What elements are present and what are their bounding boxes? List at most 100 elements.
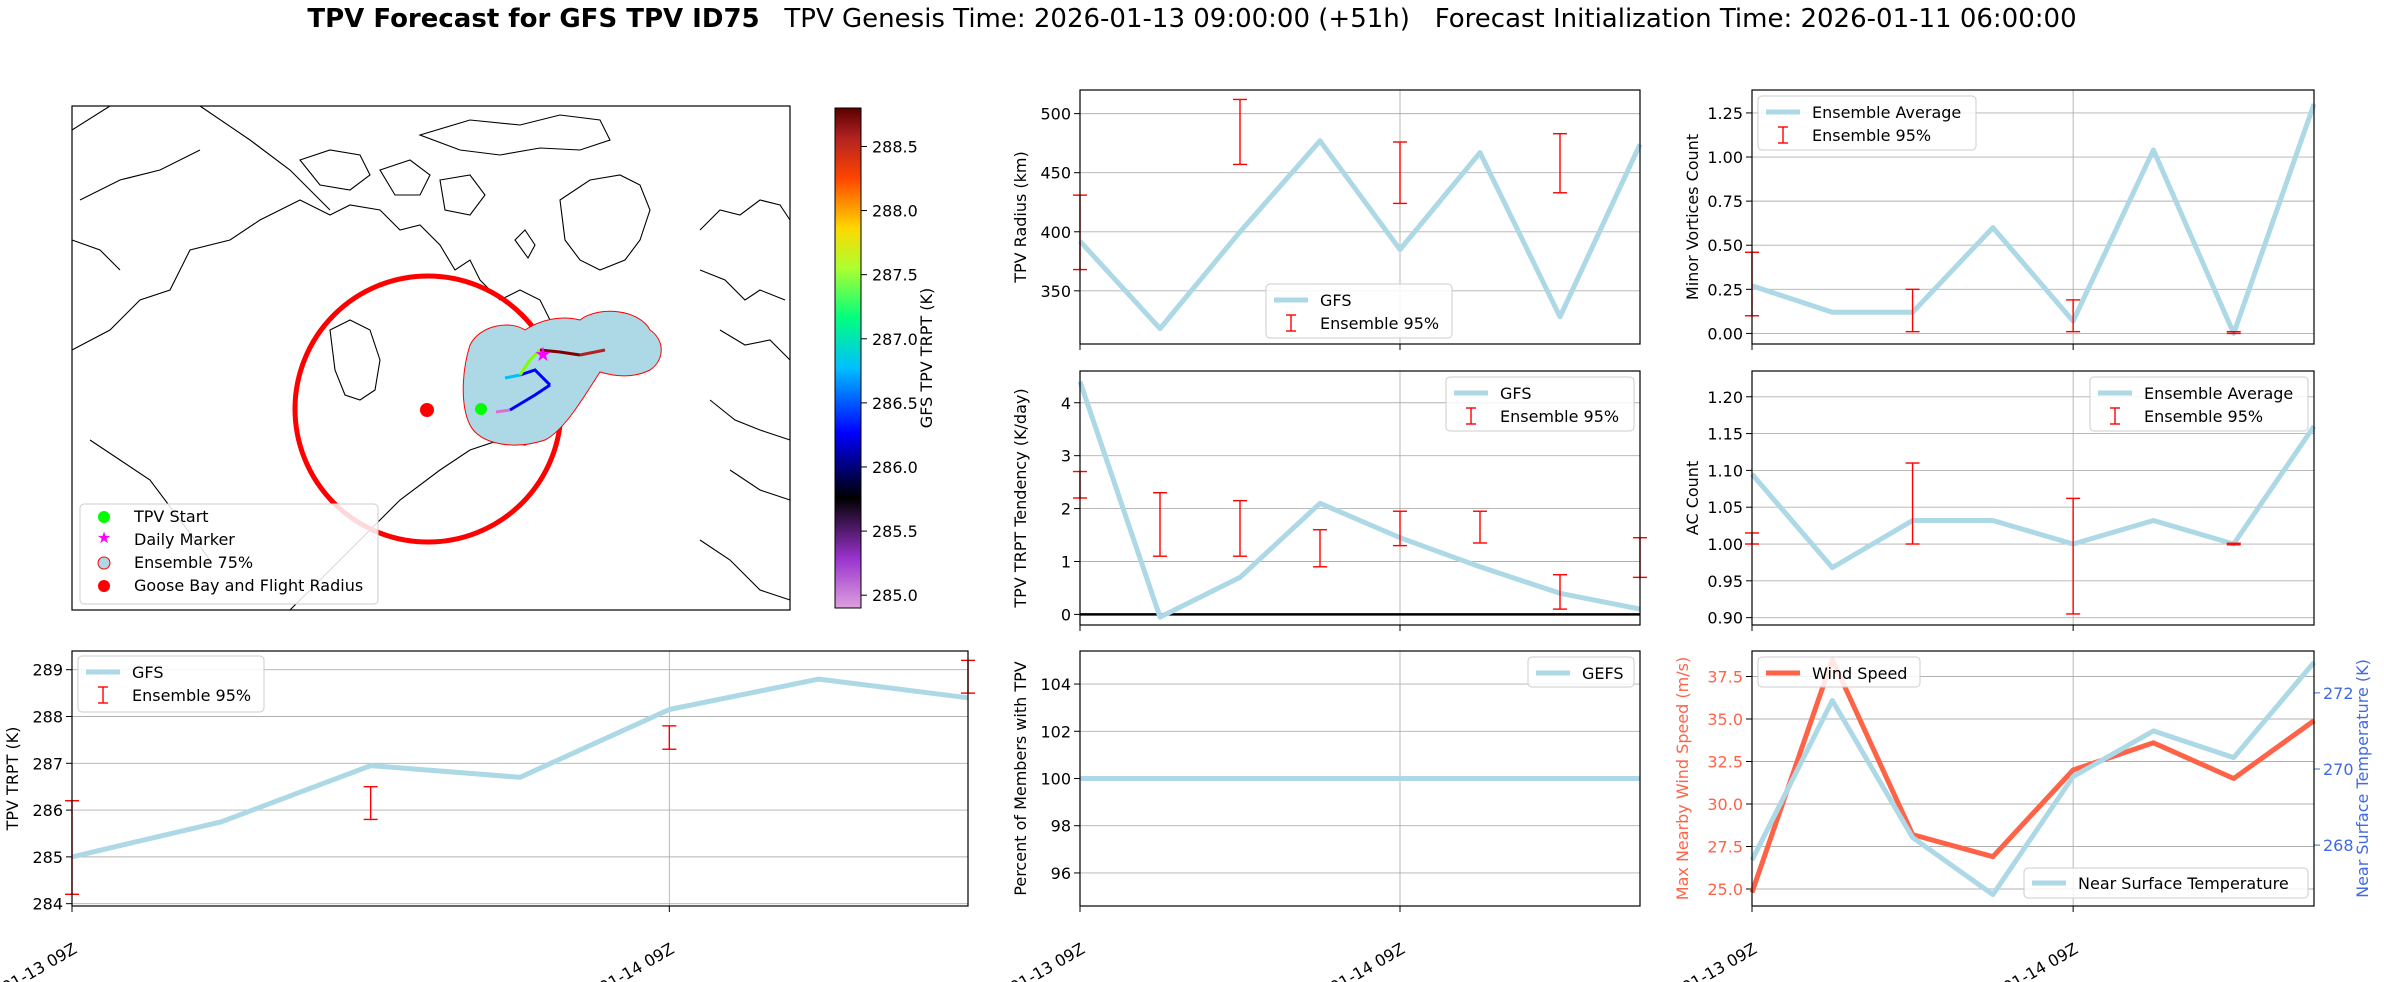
y-axis-label: TPV TRPT (K) [3,727,22,832]
series-line [71,676,969,860]
y-tick-label: 1.20 [1707,388,1743,407]
series-line [1750,424,2317,571]
legend-box [77,655,265,713]
radius-panel: 350 400 450 500 TPV Radius (km) GFS Ensemble 9… [1011,89,1643,350]
y-tick-label: 350 [1040,282,1071,301]
y-tick-label: 4 [1061,394,1071,413]
figure-title: TPV Forecast for GFS TPV ID75 TPV Genesi… [0,4,2384,34]
y2-tick-label: 272 [2323,684,2354,703]
x-tick-label: 01-14 09Z [1327,939,1408,982]
series-line [1751,103,2317,336]
x-tick-label: 01-13 09Z [0,939,80,982]
x-tick-label: 01-14 09Z [596,939,677,982]
legend-box [1527,656,1635,688]
legend-label: Ensemble Average [2144,384,2293,403]
axes-frame [1751,89,2315,345]
trpt-panel: 284 285 286 287 288 289 01-13 09Z 01-14 09Z TPV … [0,650,975,982]
legend-label: GFS [1320,291,1351,310]
y-tick-label: 0.00 [1707,324,1743,343]
legend-box [1445,376,1635,432]
axes-frame [1751,370,2315,626]
y-tick-label: 284 [32,895,63,914]
series-line [1077,380,1641,620]
title-init: Forecast Initialization Time: 2026-01-11… [1434,4,2077,34]
legend-label: Ensemble Average [1812,103,1961,122]
x-tick-label: 01-14 09Z [2000,939,2081,982]
y-tick-label: 1.25 [1707,104,1743,123]
y-tick-label: 0 [1061,605,1071,624]
y-tick-label: 104 [1040,675,1071,694]
y2-tick-label: 268 [2323,836,2354,855]
x-tick-label: 01-13 09Z [1679,939,1760,982]
y-tick-label: 0.50 [1707,236,1743,255]
axes-frame [1079,370,1641,626]
ac-count-panel: 0.90 0.95 1.00 1.05 1.10 1.15 1.20 AC Count Ense… [1683,370,2317,631]
axes-frame [1079,89,1641,345]
legend-label: GFS [1500,384,1531,403]
legend-label: Ensemble 95% [1500,407,1619,426]
y-axis-label: Percent of Members with TPV [1011,661,1030,895]
legend-label: Ensemble 95% [132,686,251,705]
series-line [1749,657,2316,894]
y-tick-label: 289 [32,661,63,680]
y-tick-label: 287 [32,754,63,773]
y-tick-label: 102 [1040,722,1071,741]
y-tick-label: 1.10 [1707,461,1743,480]
legend-label: Ensemble 95% [1320,314,1439,333]
y-tick-label: 1.15 [1707,425,1743,444]
legend-label: Near Surface Temperature [2078,874,2289,893]
y-axis-label: AC Count [1683,461,1702,535]
legend-label: GEFS [1582,664,1624,683]
legend-label: Ensemble 95% [2144,407,2263,426]
y-tick-label: 30.0 [1707,795,1743,814]
x-tick-label: 01-13 09Z [1007,939,1088,982]
y-tick-label: 1.00 [1707,148,1743,167]
y-tick-label: 1.05 [1707,498,1743,517]
y-tick-label: 100 [1040,770,1071,789]
y-tick-label: 35.0 [1707,710,1743,729]
y-tick-label: 25.0 [1707,880,1743,899]
wind-temperature-panel: 25.0 27.5 30.0 32.5 35.0 37.5 01-13 09Z 01-14 0… [1673,650,2372,982]
y-axis-label: TPV Radius (km) [1011,151,1030,284]
y-tick-label: 27.5 [1707,838,1743,857]
legend-box [1757,656,1921,688]
title-bold: TPV Forecast for GFS TPV ID75 [307,4,760,34]
y-tick-label: 0.25 [1707,280,1743,299]
y-tick-label: 0.95 [1707,572,1743,591]
minor-vortices-panel: 0.00 0.25 0.50 0.75 1.00 1.25 Minor Vortices C… [1683,89,2317,350]
y-tick-label: 98 [1051,817,1071,836]
y2-tick-label: 270 [2323,760,2354,779]
y-tick-label: 3 [1061,447,1071,466]
y-tick-label: 285 [32,848,63,867]
title-genesis: TPV Genesis Time: 2026-01-13 09:00:00 (+… [784,4,1410,34]
tendency-panel: 0 1 2 3 4 TPV TRPT Tendency (K/day) GFS Ensembl… [1011,370,1647,631]
y2-axis-label: Near Surface Temperature (K) [2353,659,2372,898]
y-tick-label: 96 [1051,864,1071,883]
y-tick-label: 400 [1040,223,1071,242]
legend-box [1757,95,1977,151]
y-tick-label: 0.75 [1707,192,1743,211]
series-line [1749,660,2316,898]
legend-label: GFS [132,663,163,682]
legend-box [2089,376,2309,432]
axes-frame [71,650,969,907]
y-tick-label: 2 [1061,500,1071,519]
y-axis-label: TPV TRPT Tendency (K/day) [1011,388,1030,608]
y-tick-label: 0.90 [1707,609,1743,628]
legend-box [2023,867,2309,899]
y-axis-label: Minor Vortices Count [1683,134,1702,300]
percent-members-panel: 96 98 100 102 104 01-13 09Z 01-14 09Z Percent o… [1007,650,1641,982]
legend-label: Ensemble 95% [1812,126,1931,145]
y-tick-label: 32.5 [1707,753,1743,772]
y-tick-label: 450 [1040,164,1071,183]
series-line [1078,138,1643,332]
y-tick-label: 500 [1040,105,1071,124]
y-tick-label: 288 [32,708,63,727]
y-tick-label: 1 [1061,553,1071,572]
legend-box [1265,283,1453,339]
y-tick-label: 1.00 [1707,535,1743,554]
y-axis-label: Max Nearby Wind Speed (m/s) [1673,657,1692,900]
axes-frame [1079,650,1641,907]
axes-frame [1751,650,2315,907]
